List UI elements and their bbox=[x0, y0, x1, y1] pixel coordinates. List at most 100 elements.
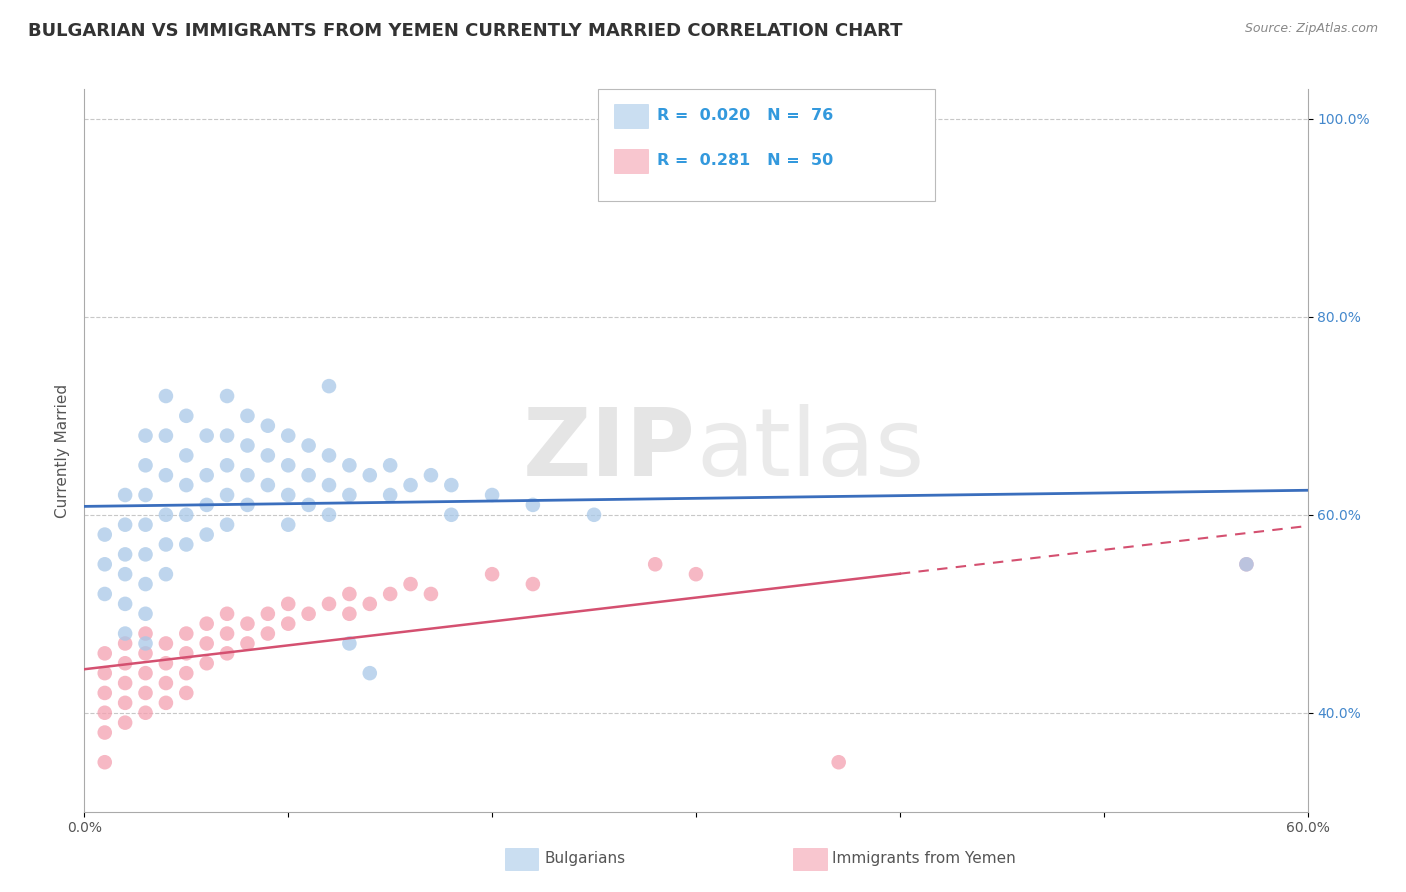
Point bbox=[195, 428, 218, 442]
Point bbox=[135, 577, 157, 591]
Point bbox=[644, 558, 666, 572]
Point bbox=[114, 657, 136, 671]
Point bbox=[318, 379, 340, 393]
Point bbox=[135, 626, 157, 640]
Point bbox=[318, 597, 340, 611]
Point bbox=[217, 626, 239, 640]
Point bbox=[174, 478, 197, 492]
Point bbox=[217, 488, 239, 502]
Point bbox=[135, 548, 157, 562]
Point bbox=[174, 449, 197, 463]
Text: R =  0.020   N =  76: R = 0.020 N = 76 bbox=[657, 109, 832, 123]
Point bbox=[93, 706, 115, 720]
Point bbox=[174, 646, 197, 660]
Point bbox=[277, 616, 299, 631]
Point bbox=[236, 409, 259, 423]
Point bbox=[195, 636, 218, 650]
Point bbox=[257, 607, 280, 621]
Point bbox=[155, 567, 177, 582]
Point bbox=[155, 537, 177, 551]
Point bbox=[217, 517, 239, 532]
Point bbox=[277, 488, 299, 502]
Point bbox=[380, 587, 402, 601]
Text: Bulgarians: Bulgarians bbox=[544, 851, 626, 865]
Point bbox=[93, 725, 115, 739]
Point bbox=[174, 537, 197, 551]
Point bbox=[277, 428, 299, 442]
Point bbox=[155, 389, 177, 403]
Point bbox=[114, 626, 136, 640]
Point bbox=[195, 527, 218, 541]
Point bbox=[1236, 558, 1258, 572]
Point bbox=[399, 478, 422, 492]
Point bbox=[318, 478, 340, 492]
Point bbox=[1236, 558, 1258, 572]
Point bbox=[114, 636, 136, 650]
Point bbox=[93, 558, 115, 572]
Point bbox=[217, 458, 239, 473]
Point bbox=[359, 468, 381, 483]
Text: BULGARIAN VS IMMIGRANTS FROM YEMEN CURRENTLY MARRIED CORRELATION CHART: BULGARIAN VS IMMIGRANTS FROM YEMEN CURRE… bbox=[28, 22, 903, 40]
Point bbox=[135, 428, 157, 442]
Point bbox=[155, 428, 177, 442]
Point bbox=[236, 636, 259, 650]
Point bbox=[155, 636, 177, 650]
Point bbox=[217, 428, 239, 442]
Point bbox=[420, 587, 443, 601]
Point bbox=[298, 438, 321, 452]
Point bbox=[359, 666, 381, 681]
Point bbox=[440, 508, 463, 522]
Point bbox=[522, 577, 544, 591]
Point bbox=[135, 706, 157, 720]
Point bbox=[195, 616, 218, 631]
Point bbox=[339, 458, 361, 473]
Point bbox=[93, 756, 115, 770]
Point bbox=[155, 657, 177, 671]
Point bbox=[298, 468, 321, 483]
Point bbox=[236, 438, 259, 452]
Point bbox=[155, 508, 177, 522]
Point bbox=[359, 597, 381, 611]
Y-axis label: Currently Married: Currently Married bbox=[55, 384, 70, 517]
Point bbox=[685, 567, 707, 582]
Point bbox=[114, 676, 136, 690]
Point bbox=[217, 646, 239, 660]
Point bbox=[93, 587, 115, 601]
Point bbox=[93, 686, 115, 700]
Point bbox=[339, 607, 361, 621]
Point bbox=[135, 646, 157, 660]
Point bbox=[399, 577, 422, 591]
Text: Immigrants from Yemen: Immigrants from Yemen bbox=[832, 851, 1017, 865]
Point bbox=[93, 527, 115, 541]
Point bbox=[135, 686, 157, 700]
Point bbox=[318, 449, 340, 463]
Point bbox=[174, 666, 197, 681]
Point bbox=[114, 567, 136, 582]
Point bbox=[318, 508, 340, 522]
Point bbox=[93, 666, 115, 681]
Text: Source: ZipAtlas.com: Source: ZipAtlas.com bbox=[1244, 22, 1378, 36]
Point bbox=[277, 458, 299, 473]
Point bbox=[380, 488, 402, 502]
Point bbox=[420, 468, 443, 483]
Point bbox=[522, 498, 544, 512]
Point bbox=[135, 458, 157, 473]
Point bbox=[277, 597, 299, 611]
Point bbox=[339, 587, 361, 601]
Point bbox=[195, 657, 218, 671]
Point bbox=[135, 666, 157, 681]
Text: atlas: atlas bbox=[696, 404, 924, 497]
Point bbox=[217, 607, 239, 621]
Point bbox=[114, 597, 136, 611]
Point bbox=[114, 715, 136, 730]
Point bbox=[481, 488, 503, 502]
Point bbox=[339, 636, 361, 650]
Point bbox=[195, 498, 218, 512]
Point bbox=[583, 508, 606, 522]
Point bbox=[236, 468, 259, 483]
Point bbox=[114, 517, 136, 532]
Point bbox=[257, 449, 280, 463]
Point bbox=[440, 478, 463, 492]
Text: ZIP: ZIP bbox=[523, 404, 696, 497]
Point bbox=[155, 696, 177, 710]
